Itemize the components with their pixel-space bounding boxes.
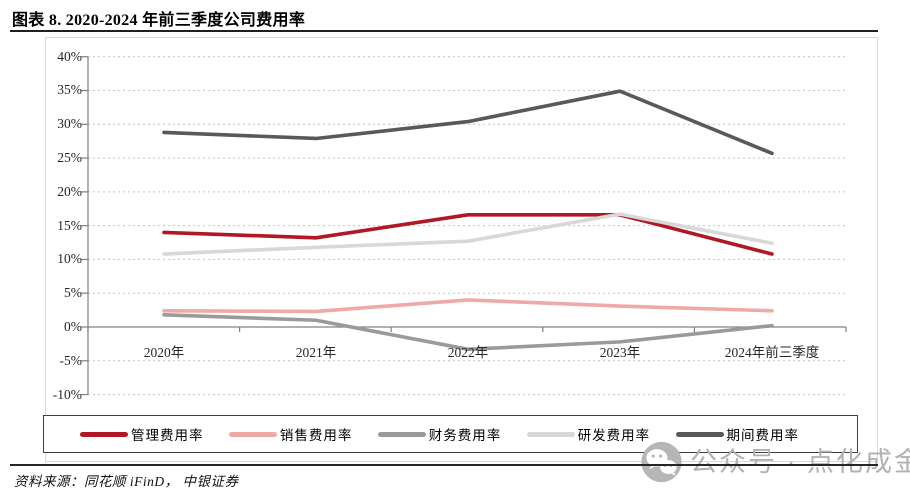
- legend-item: 期间费用率: [675, 424, 800, 444]
- legend-item: 研发费用率: [526, 424, 651, 444]
- y-axis-label: 35%: [57, 82, 82, 97]
- chart-legend: 管理费用率 销售费用率 财务费用率 研发费用率 期间费用率: [43, 415, 858, 453]
- chart-frame: [45, 37, 878, 462]
- legend-label: 管理费用率: [131, 428, 204, 443]
- legend-item: 管理费用率: [80, 424, 204, 444]
- x-axis-label: 2022年: [447, 345, 489, 360]
- source-note: 资料来源：同花顺 iFinD， 中银证券: [14, 474, 239, 489]
- legend-label: 销售费用率: [279, 428, 353, 443]
- x-axis-label: 2020年: [143, 345, 185, 360]
- legend-swatch: [526, 431, 575, 437]
- y-axis-label: -5%: [59, 353, 83, 368]
- x-axis-label: 2021年: [295, 345, 337, 360]
- legend-swatch: [80, 431, 128, 437]
- y-axis-label: 20%: [57, 184, 82, 199]
- page-title: 图表 8. 2020-2024 年前三季度公司费用率: [12, 12, 306, 29]
- legend-item: 销售费用率: [228, 424, 353, 444]
- y-axis-label: 15%: [57, 218, 82, 233]
- watermark-text: 公众号 · 点化成金: [690, 447, 910, 477]
- x-axis-label: 2024年前三季度: [724, 345, 820, 360]
- legend-swatch: [377, 431, 426, 437]
- y-axis-label: -10%: [52, 387, 82, 402]
- y-axis-label: 30%: [57, 116, 82, 131]
- y-axis-label: 10%: [57, 251, 82, 266]
- legend-item: 财务费用率: [377, 424, 502, 444]
- y-axis-label: 40%: [57, 49, 82, 64]
- y-axis-label: 0%: [64, 319, 82, 334]
- legend-label: 财务费用率: [428, 428, 502, 443]
- title-divider: [10, 30, 878, 32]
- legend-label: 研发费用率: [577, 428, 651, 443]
- x-axis-label: 2023年: [599, 345, 641, 360]
- source-divider: [10, 464, 878, 466]
- y-axis-label: 5%: [64, 285, 82, 300]
- legend-swatch: [675, 431, 724, 437]
- watermark: 公众号 · 点化成金: [639, 440, 910, 484]
- wechat-icon: [641, 441, 682, 483]
- legend-swatch: [228, 431, 277, 437]
- y-axis-label: 25%: [57, 150, 82, 165]
- legend-label: 期间费用率: [726, 428, 799, 443]
